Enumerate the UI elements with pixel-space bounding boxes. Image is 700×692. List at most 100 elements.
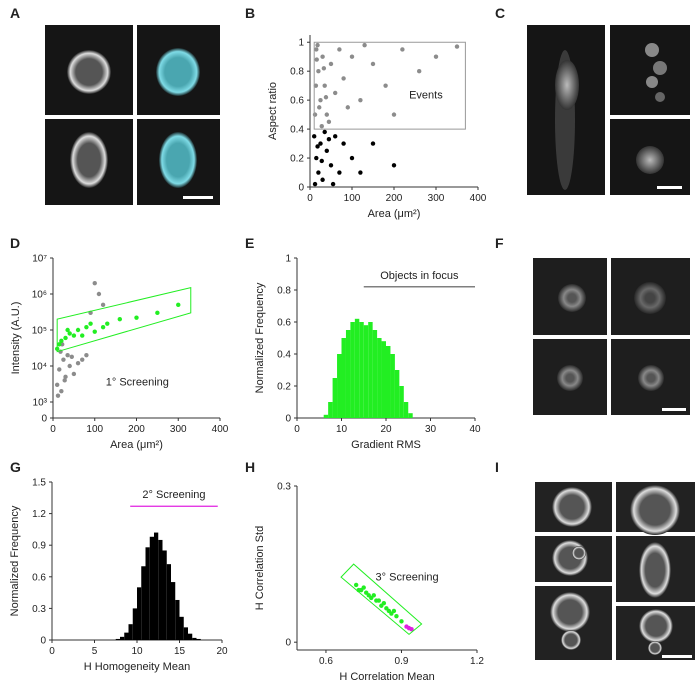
point <box>61 357 66 362</box>
point <box>75 327 81 333</box>
x-tick-label: 5 <box>92 646 98 657</box>
hist-bar <box>192 637 197 640</box>
point <box>320 177 325 182</box>
gate <box>56 287 192 353</box>
y-axis-label: Normalized Frequency <box>9 505 21 616</box>
point <box>328 61 334 67</box>
gate <box>313 41 466 130</box>
y-tick-label: 1 <box>298 38 304 49</box>
hist-bar <box>149 536 154 640</box>
gate-label: Events <box>409 90 443 102</box>
hist-bar <box>128 624 133 640</box>
hist-bar <box>408 413 413 418</box>
gate <box>340 563 423 636</box>
point <box>321 66 327 71</box>
hist-bar <box>350 322 355 418</box>
point <box>316 68 321 74</box>
point <box>55 393 61 398</box>
y-tick-label: 0 <box>285 638 291 649</box>
point <box>54 382 60 388</box>
y-tick-label: 0 <box>298 183 304 194</box>
panel-label: B <box>245 5 255 21</box>
y-tick-label: 0.6 <box>32 572 46 583</box>
hist-bar <box>377 338 382 418</box>
point <box>394 613 399 619</box>
point <box>63 374 68 380</box>
point <box>328 163 334 168</box>
x-tick-label: 0 <box>49 646 55 657</box>
x-tick-label: 30 <box>425 424 437 435</box>
point <box>316 170 321 175</box>
point <box>312 134 317 139</box>
point <box>105 321 110 326</box>
hist-bar <box>386 346 391 418</box>
panel-label: D <box>10 235 20 251</box>
point <box>71 333 77 338</box>
hist-bar <box>359 322 364 418</box>
point <box>370 61 376 67</box>
point <box>84 324 89 330</box>
point <box>324 148 329 154</box>
y-axis-label: Aspect ratio <box>267 82 279 140</box>
panel-f-images <box>533 258 690 415</box>
point <box>433 54 439 59</box>
point <box>399 619 404 624</box>
point <box>100 302 106 308</box>
hist-bar <box>154 532 159 640</box>
point <box>80 333 85 338</box>
y-axis-label: H Correlation Std <box>254 526 266 610</box>
hist-bar <box>137 587 142 640</box>
gate-label: 1° Screening <box>106 377 169 389</box>
x-tick-label: 0 <box>294 424 300 435</box>
y-tick-label: 0.8 <box>277 286 291 297</box>
point <box>84 352 89 358</box>
point <box>353 582 359 588</box>
point <box>92 280 97 286</box>
point <box>96 291 102 297</box>
x-axis-label: Area (μm²) <box>110 439 163 451</box>
x-tick-label: 0.9 <box>395 656 409 667</box>
point <box>176 302 181 308</box>
point <box>391 163 397 168</box>
point <box>314 47 319 52</box>
x-axis-label: H Correlation Mean <box>339 671 434 683</box>
point <box>80 357 85 362</box>
point <box>326 119 332 125</box>
hist-bar <box>162 550 167 640</box>
point <box>315 42 320 48</box>
point <box>358 170 363 175</box>
point <box>319 158 324 164</box>
y-tick-label: 0.2 <box>290 154 304 165</box>
hist-bar <box>179 616 184 640</box>
point <box>320 54 325 59</box>
hist-bar <box>183 627 188 640</box>
point <box>358 97 363 103</box>
point <box>318 141 323 146</box>
point <box>318 97 323 103</box>
x-tick-label: 10 <box>131 646 143 657</box>
y-tick-label: 10³ <box>33 398 48 409</box>
hist-bar <box>175 599 180 640</box>
point <box>319 124 324 129</box>
panel-label: A <box>10 5 20 21</box>
hist-bar <box>158 539 163 640</box>
point <box>134 315 139 320</box>
point <box>62 378 67 383</box>
x-tick-label: 20 <box>216 646 228 657</box>
point <box>381 600 387 606</box>
x-tick-label: 0.6 <box>319 656 333 667</box>
point <box>324 112 329 117</box>
x-tick-label: 15 <box>174 646 186 657</box>
point <box>409 626 414 632</box>
point <box>312 112 318 117</box>
y-tick-label: 0.2 <box>277 382 291 393</box>
point <box>67 331 72 336</box>
y-tick-label: 0.3 <box>277 482 291 493</box>
point <box>155 310 160 316</box>
x-tick-label: 400 <box>470 193 487 204</box>
hist-bar <box>368 322 373 418</box>
point <box>92 329 97 334</box>
point <box>361 585 366 590</box>
x-axis-label: H Homogeneity Mean <box>84 661 190 673</box>
